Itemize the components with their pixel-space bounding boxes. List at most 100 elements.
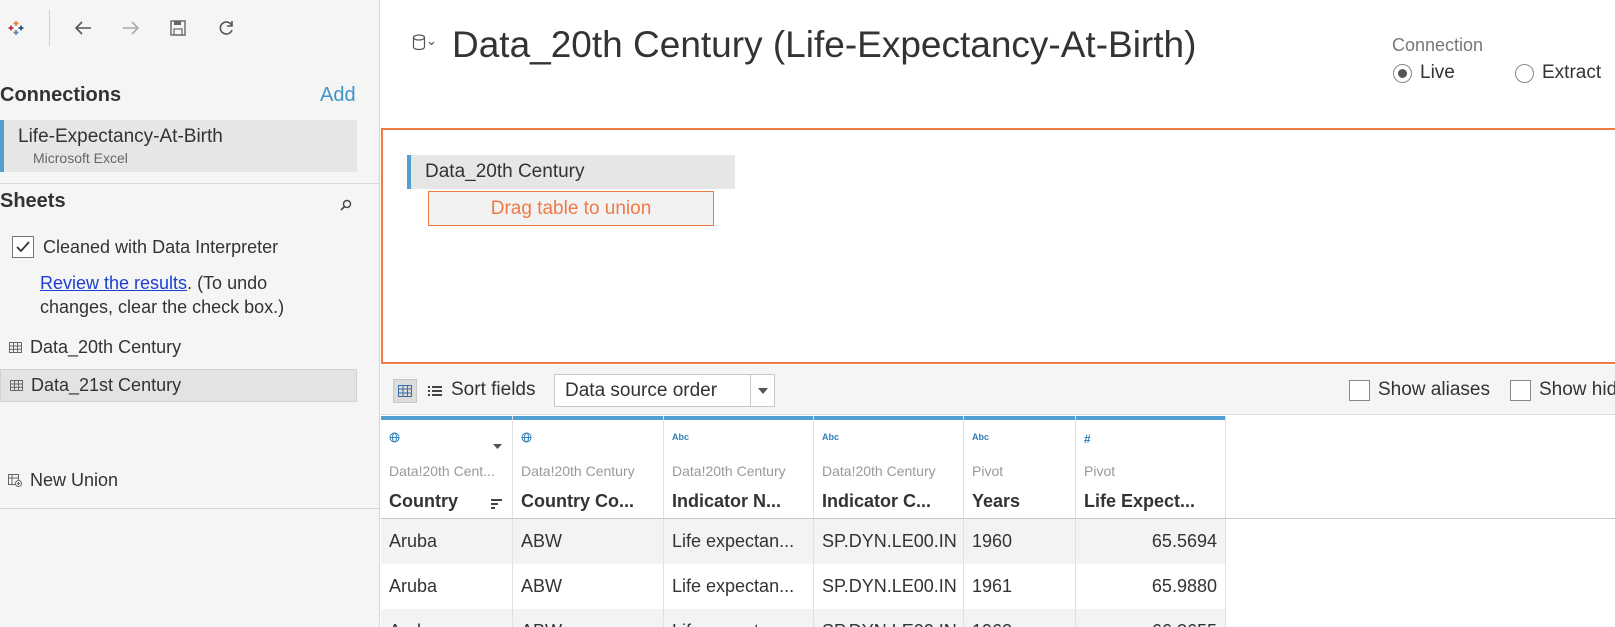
back-icon[interactable] <box>71 16 95 40</box>
drag-to-union-target[interactable]: Drag table to union <box>428 191 714 226</box>
grid-cell: Aruba <box>381 609 512 627</box>
interpreter-note-text: . (To undo changes, clear the check box.… <box>40 273 285 317</box>
extract-label: Extract <box>1542 62 1602 83</box>
grid-cell: 65.9880 <box>1151 576 1217 596</box>
globe-icon[interactable] <box>389 432 400 445</box>
string-type-icon[interactable]: Abc <box>972 432 990 442</box>
grid-column[interactable]: Abc Pivot Years 1960 1961 1962 <box>964 416 1076 627</box>
connection-item[interactable]: Life-Expectancy-At-Birth Microsoft Excel <box>0 120 357 172</box>
sort-fields-dropdown[interactable]: Data source order <box>554 374 775 407</box>
sort-fields-value: Data source order <box>565 379 718 401</box>
show-hidden-label: Show hid <box>1539 379 1615 400</box>
new-union-item[interactable]: New Union <box>0 464 357 497</box>
live-label: Live <box>1420 62 1455 83</box>
refresh-icon[interactable] <box>214 16 238 40</box>
extract-radio[interactable]: Extract <box>1515 62 1601 84</box>
save-icon[interactable] <box>166 16 190 40</box>
grid-cell: 1962 <box>964 609 1075 627</box>
column-header[interactable]: Abc Data!20th Century Indicator N... <box>664 416 813 518</box>
live-radio[interactable]: Live <box>1393 62 1455 84</box>
column-header[interactable]: Data!20th Cent... Country <box>381 416 512 518</box>
grid-cell: 66.3655 <box>1076 609 1225 627</box>
column-header[interactable]: Abc Data!20th Century Indicator C... <box>814 416 963 518</box>
data-interpreter-label: Cleaned with Data Interpreter <box>43 237 279 257</box>
sheet-label: Data_21st Century <box>31 375 182 395</box>
sort-icon[interactable] <box>491 496 502 514</box>
show-aliases-label: Show aliases <box>1378 379 1490 400</box>
chevron-down-icon[interactable] <box>750 375 774 406</box>
row-stripe <box>381 519 1226 564</box>
grid-view-icon[interactable] <box>393 379 417 403</box>
forward-icon[interactable] <box>119 16 143 40</box>
header-divider <box>381 518 1615 519</box>
radio-unselected-icon <box>1515 63 1534 83</box>
search-icon[interactable] <box>340 198 352 216</box>
data-interpreter-checkbox[interactable] <box>12 236 34 258</box>
column-source: Pivot <box>972 463 1004 479</box>
connection-type: Microsoft Excel <box>33 150 128 166</box>
union-icon <box>0 474 30 487</box>
connections-title: Connections <box>0 84 122 106</box>
column-source: Data!20th Century <box>521 463 635 479</box>
column-menu-icon[interactable] <box>493 436 502 454</box>
checkbox-icon <box>1510 379 1531 401</box>
grid-column[interactable]: Data!20th Cent... Country Aruba Aruba Ar… <box>381 416 513 627</box>
grid-toolbar: Sort fields Data source order Show alias… <box>381 365 1615 415</box>
column-source: Data!20th Century <box>672 463 786 479</box>
string-type-icon[interactable]: Abc <box>822 432 840 442</box>
datasource-title[interactable]: Data_20th Century (Life-Expectancy-At-Bi… <box>452 24 1197 65</box>
grid-cell: Life expectan... <box>672 576 795 596</box>
interpreter-note: Review the results. (To undo changes, cl… <box>40 271 340 319</box>
sheet-item[interactable]: Data_20th Century <box>0 331 357 364</box>
divider <box>0 183 380 184</box>
review-results-link[interactable]: Review the results <box>40 273 188 293</box>
grid-cell: SP.DYN.LE00.IN <box>814 609 963 627</box>
grid-cell: Aruba <box>389 576 438 596</box>
data-grid: Data!20th Cent... Country Aruba Aruba Ar… <box>381 416 1615 627</box>
column-name: Country <box>389 491 458 511</box>
sort-fields-label: Sort fields <box>451 379 536 400</box>
show-aliases-checkbox[interactable]: Show aliases <box>1349 379 1490 401</box>
column-header[interactable]: # Pivot Life Expect... <box>1076 416 1225 518</box>
column-source: Pivot <box>1084 463 1116 479</box>
column-name: Life Expect... <box>1084 491 1196 511</box>
table-icon <box>1 380 31 391</box>
number-type-icon[interactable]: # <box>1084 432 1091 446</box>
toolbar-divider <box>49 10 50 46</box>
grid-cell: 65.5694 <box>1151 531 1217 551</box>
column-source: Data!20th Century <box>822 463 936 479</box>
show-hidden-checkbox[interactable]: Show hid <box>1510 379 1615 401</box>
column-name: Indicator N... <box>672 491 782 511</box>
add-connection-link[interactable]: Add <box>320 84 356 106</box>
tableau-logo-icon <box>4 16 28 40</box>
grid-column[interactable]: Abc Data!20th Century Indicator N... Lif… <box>664 416 814 627</box>
list-view-icon[interactable] <box>423 379 447 403</box>
column-name: Indicator C... <box>822 491 932 511</box>
grid-cell: ABW <box>521 531 563 551</box>
grid-column[interactable]: Data!20th Century Country Co... ABW ABW … <box>513 416 664 627</box>
new-union-label: New Union <box>30 470 119 490</box>
datasource-icon[interactable] <box>412 34 438 57</box>
left-panel: Connections Add Life-Expectancy-At-Birth… <box>0 0 380 627</box>
canvas-table[interactable]: Data_20th Century <box>407 155 735 189</box>
grid-cell: 1960 <box>972 531 1013 551</box>
column-name: Country Co... <box>521 491 634 511</box>
grid-cell: SP.DYN.LE00.IN <box>822 531 957 551</box>
string-type-icon[interactable]: Abc <box>672 432 690 442</box>
column-header[interactable]: Abc Pivot Years <box>964 416 1075 518</box>
table-icon <box>0 342 30 353</box>
column-name: Years <box>972 491 1021 511</box>
grid-column[interactable]: # Pivot Life Expect... 65.5694 65.9880 6… <box>1076 416 1226 627</box>
grid-cell: Aruba <box>389 531 438 551</box>
sheet-item[interactable]: Data_21st Century <box>0 369 357 402</box>
column-source: Data!20th Cent... <box>389 463 495 479</box>
grid-column[interactable]: Abc Data!20th Century Indicator C... SP.… <box>814 416 964 627</box>
divider <box>0 508 380 509</box>
grid-cell: 1961 <box>972 576 1013 596</box>
globe-icon[interactable] <box>521 432 532 445</box>
grid-cell: Life expectan... <box>664 609 813 627</box>
column-header[interactable]: Data!20th Century Country Co... <box>513 416 663 518</box>
grid-cell: ABW <box>513 609 663 627</box>
row-stripe <box>381 609 1226 627</box>
checkbox-icon <box>1349 379 1370 401</box>
